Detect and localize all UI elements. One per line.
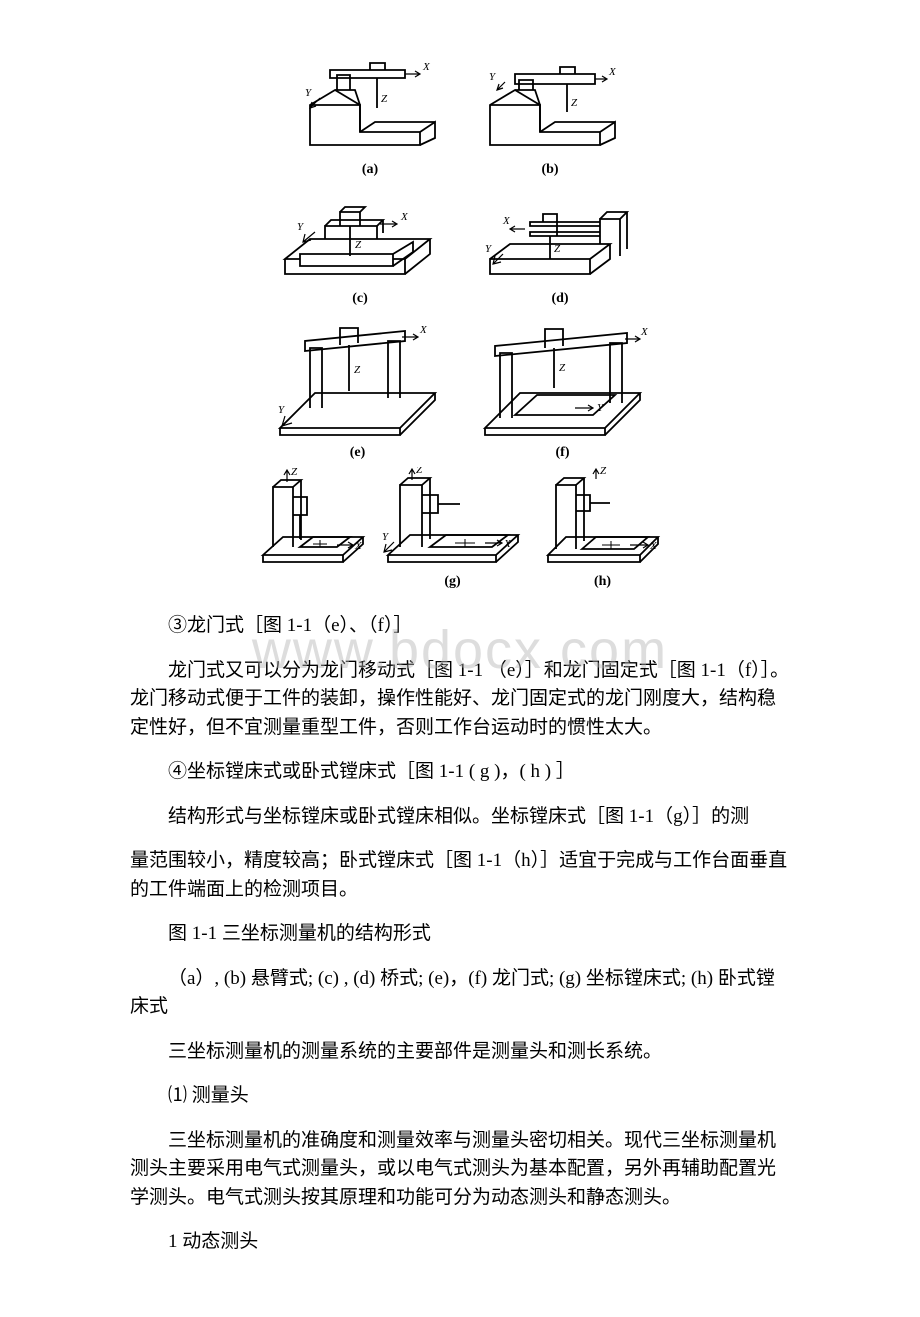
para-boring-body2: 量范围较小，精度较高；卧式镗床式［图 1-1（h）］适宜于完成与工作台面垂直的工… bbox=[130, 847, 790, 904]
para-boring-body1: 结构形式与坐标镗床或卧式镗床相似。坐标镗床式［图 1-1（g）］的测 bbox=[130, 803, 790, 832]
svg-text:Z: Z bbox=[354, 364, 361, 376]
svg-text:Z: Z bbox=[355, 239, 362, 251]
svg-text:Z: Z bbox=[416, 467, 423, 476]
figure-b: X Y Z (b) bbox=[475, 60, 625, 178]
fig-label-h: (h) bbox=[594, 574, 611, 590]
figure-g: Z Y X (g) bbox=[380, 467, 525, 590]
figure-d: X Y Z (d) bbox=[475, 184, 645, 307]
figure-h: Z X (h) bbox=[540, 467, 665, 590]
figure-c: X Y Z (c) bbox=[275, 184, 445, 307]
para-dynamic-probe: 1 动态测头 bbox=[130, 1228, 790, 1257]
svg-text:Z: Z bbox=[381, 93, 388, 105]
para-probe-heading: ⑴ 测量头 bbox=[130, 1082, 790, 1111]
para-fig-caption: 图 1-1 三坐标测量机的结构形式 bbox=[130, 920, 790, 949]
fig-label-g: (g) bbox=[444, 574, 460, 590]
svg-text:X: X bbox=[608, 66, 617, 78]
para-gantry-body: 龙门式又可以分为龙门移动式［图 1-1 （e）］和龙门固定式［图 1-1（f）］… bbox=[130, 657, 790, 743]
fig-label-f: (f) bbox=[556, 445, 570, 461]
svg-text:X: X bbox=[640, 326, 649, 338]
svg-text:Y: Y bbox=[278, 404, 286, 416]
fig-label-e: (e) bbox=[350, 445, 366, 461]
fig-label-b: (b) bbox=[541, 162, 558, 178]
svg-text:Y: Y bbox=[305, 87, 313, 99]
svg-text:Z: Z bbox=[554, 243, 561, 255]
figure-row-2: X Y Z (c) bbox=[275, 184, 645, 307]
svg-text:X: X bbox=[354, 540, 363, 552]
svg-text:Z: Z bbox=[571, 97, 578, 109]
svg-text:X: X bbox=[422, 61, 431, 73]
figure-1-1: X Y Z (a) bbox=[130, 60, 790, 596]
svg-text:Y: Y bbox=[382, 531, 390, 543]
para-boring-heading: ④坐标镗床式或卧式镗床式［图 1-1 ( g )，( h ) ］ bbox=[130, 758, 790, 787]
svg-text:Z: Z bbox=[600, 467, 607, 477]
svg-text:Y: Y bbox=[297, 221, 305, 233]
svg-text:Y: Y bbox=[485, 243, 493, 255]
svg-text:Z: Z bbox=[291, 467, 298, 478]
figure-a: X Y Z (a) bbox=[295, 60, 445, 178]
fig-label-d: (d) bbox=[551, 291, 568, 307]
figure-row-4: Z X bbox=[255, 467, 665, 590]
figure-g-variant: Z X bbox=[255, 467, 370, 590]
svg-text:Y: Y bbox=[489, 71, 497, 83]
fig-label-a: (a) bbox=[362, 162, 378, 178]
svg-text:X: X bbox=[502, 215, 511, 227]
para-probe-body: 三坐标测量机的准确度和测量效率与测量头密切相关。现代三坐标测量机测头主要采用电气… bbox=[130, 1127, 790, 1213]
fig-label-c: (c) bbox=[352, 291, 368, 307]
para-gantry-heading: ③龙门式［图 1-1（e）、（f）］ bbox=[130, 612, 790, 641]
para-fig-legend: （a）, (b) 悬臂式; (c) , (d) 桥式; (e)，(f) 龙门式;… bbox=[130, 965, 790, 1022]
svg-text:Y: Y bbox=[597, 402, 605, 414]
svg-text:X: X bbox=[649, 540, 658, 552]
figure-e: X Y Z (e) bbox=[270, 313, 445, 461]
svg-text:Z: Z bbox=[559, 362, 566, 374]
para-measure-system: 三坐标测量机的测量系统的主要部件是测量头和测长系统。 bbox=[130, 1038, 790, 1067]
figure-f: X Y Z (f) bbox=[475, 313, 650, 461]
svg-text:X: X bbox=[503, 538, 512, 550]
svg-text:X: X bbox=[419, 324, 428, 336]
figure-row-1: X Y Z (a) bbox=[295, 60, 625, 178]
svg-text:X: X bbox=[400, 211, 409, 223]
figure-row-3: X Y Z (e) bbox=[270, 313, 650, 461]
